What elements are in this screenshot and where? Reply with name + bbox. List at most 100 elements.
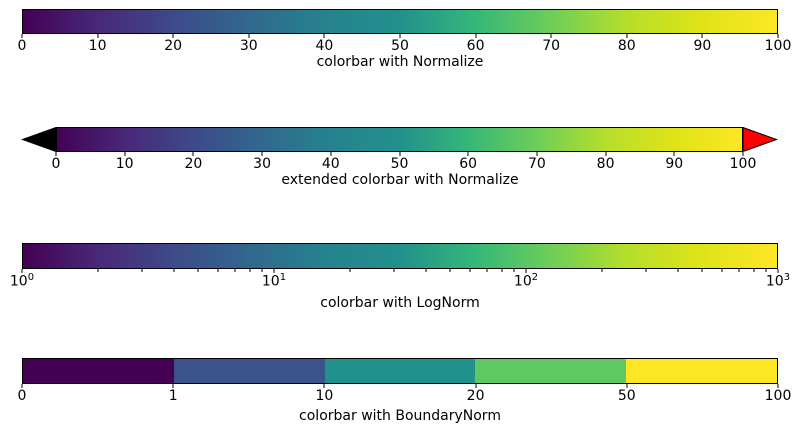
- major-tick: [273, 269, 275, 273]
- major-tick: [261, 152, 263, 156]
- tick-label: 0: [51, 156, 61, 172]
- major-tick: [21, 34, 23, 38]
- major-tick: [536, 152, 538, 156]
- tick-label: 50: [391, 38, 409, 54]
- tick-label: 100: [9, 272, 35, 290]
- tick-label-exponent: 2: [531, 272, 539, 283]
- minor-tick: [425, 269, 427, 272]
- minor-tick: [249, 269, 251, 272]
- tick-label: 102: [513, 272, 539, 290]
- tick-label: 80: [596, 156, 615, 172]
- colorbar-title-boundarynorm: colorbar with BoundaryNorm: [299, 408, 501, 424]
- major-tick: [21, 384, 23, 388]
- tick-label: 90: [665, 156, 684, 172]
- minor-tick: [217, 269, 219, 272]
- colorbar-segment: [173, 359, 325, 383]
- major-tick: [97, 34, 99, 38]
- tick-row-lognorm: 100 101 102 103: [10, 269, 790, 293]
- tick-label: 30: [239, 38, 258, 54]
- tick-label: 10: [88, 38, 107, 54]
- tick-label: 70: [542, 38, 561, 54]
- major-tick: [124, 152, 126, 156]
- major-tick: [323, 384, 325, 388]
- major-tick: [192, 152, 194, 156]
- minor-tick: [701, 269, 703, 272]
- colorbar-gradient-extended: [56, 127, 743, 152]
- tick-label: 60: [459, 156, 478, 172]
- colorbar-title-lognorm: colorbar with LogNorm: [320, 295, 480, 311]
- tick-label: 0: [17, 388, 27, 404]
- tick-label: 10: [315, 388, 334, 404]
- tick-label: 30: [253, 156, 272, 172]
- tick-label: 50: [617, 388, 636, 404]
- tick-label: 90: [693, 38, 712, 54]
- major-tick: [605, 152, 607, 156]
- tick-row-boundarynorm: 0 1 10 20 50 100: [18, 384, 791, 408]
- tick-label: 40: [321, 156, 340, 172]
- major-tick: [626, 34, 628, 38]
- extend-under-arrow-shape: [21, 127, 56, 152]
- tick-label-exponent: 0: [27, 272, 35, 283]
- tick-label: 50: [390, 156, 409, 172]
- major-tick: [626, 384, 628, 388]
- tick-row-normalize: 0 10 20 30 40 50 60 70 80 90 100: [18, 34, 791, 58]
- minor-tick: [261, 269, 263, 272]
- minor-tick: [677, 269, 679, 272]
- major-tick: [21, 269, 23, 273]
- minor-tick: [449, 269, 451, 272]
- minor-tick: [721, 269, 723, 272]
- minor-tick: [501, 269, 503, 272]
- major-tick: [777, 384, 779, 388]
- minor-tick: [349, 269, 351, 272]
- minor-tick: [234, 269, 236, 272]
- colorbar-segments-boundarynorm: [22, 358, 778, 384]
- major-tick: [475, 384, 477, 388]
- tick-row-extended: 0 10 20 30 40 50 60 70 80 90 100: [52, 152, 756, 176]
- minor-tick: [601, 269, 603, 272]
- minor-tick: [645, 269, 647, 272]
- extend-over-arrow-icon: [743, 127, 778, 152]
- colorbar-segment: [475, 359, 627, 383]
- minor-tick: [486, 269, 488, 272]
- major-tick: [399, 152, 400, 156]
- tick-label: 60: [466, 38, 485, 54]
- tick-label-exponent: 1: [279, 272, 287, 283]
- tick-label-exponent: 3: [783, 272, 791, 283]
- tick-label: 40: [315, 38, 334, 54]
- tick-label: 103: [765, 272, 791, 290]
- tick-label: 20: [466, 388, 485, 404]
- tick-label: 101: [261, 272, 287, 290]
- colorbar-segment: [23, 359, 174, 383]
- tick-label: 20: [184, 156, 203, 172]
- extend-over-arrow-shape: [743, 127, 778, 152]
- major-tick: [323, 34, 325, 38]
- major-tick: [172, 34, 174, 38]
- tick-label: 100: [729, 156, 757, 172]
- major-tick: [172, 384, 174, 388]
- major-tick: [777, 34, 779, 38]
- major-tick: [330, 152, 332, 156]
- minor-tick: [738, 269, 740, 272]
- major-tick: [701, 34, 703, 38]
- extend-under-arrow-icon: [21, 127, 56, 152]
- colorbar-title-normalize: colorbar with Normalize: [316, 54, 484, 70]
- tick-label: 0: [17, 38, 27, 54]
- major-tick: [55, 152, 57, 156]
- tick-label: 100: [764, 388, 792, 404]
- minor-tick: [173, 269, 175, 272]
- major-tick: [399, 34, 401, 38]
- minor-tick: [765, 269, 767, 272]
- tick-label: 20: [164, 38, 183, 54]
- colorbar-gradient-normalize: [22, 9, 778, 34]
- colorbar-title-extended: extended colorbar with Normalize: [281, 172, 519, 188]
- minor-tick: [513, 269, 515, 272]
- major-tick: [467, 152, 469, 156]
- colorbar-segment: [626, 359, 777, 383]
- tick-label: 10: [115, 156, 134, 172]
- major-tick: [742, 152, 744, 156]
- colorbar-gradient-lognorm: [22, 243, 778, 269]
- major-tick: [475, 34, 477, 38]
- major-tick: [525, 269, 527, 273]
- tick-label: 1: [168, 388, 178, 404]
